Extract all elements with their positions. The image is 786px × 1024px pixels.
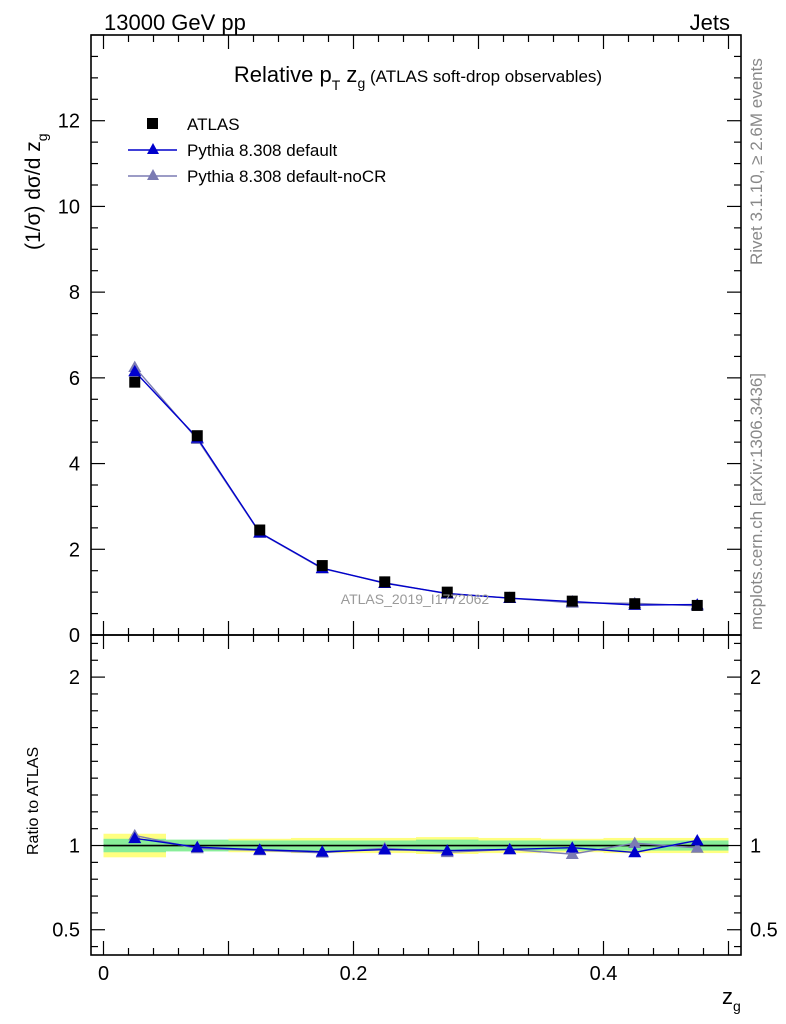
- ratio-series-point: [253, 843, 267, 855]
- main-y-tick-label: 6: [69, 368, 80, 390]
- legend-label-atlas: ATLAS: [187, 115, 240, 134]
- header-energy-label: 13000 GeV pp: [104, 10, 246, 35]
- main-y-tick-label: 4: [69, 454, 80, 476]
- main-series-point: [128, 364, 142, 377]
- ratio-y-tick-label-left: 2: [69, 667, 80, 689]
- main-y-tick-label: 2: [69, 539, 80, 561]
- main-atlas-point: [504, 591, 516, 603]
- main-atlas-point: [254, 524, 266, 536]
- ratio-y-tick-label-right: 1: [750, 836, 761, 858]
- ratio-y-tick-label-left: 0.5: [52, 920, 80, 942]
- ratio-series-point: [190, 840, 204, 853]
- x-axis-label: zg: [722, 984, 741, 1014]
- ratio-series-point: [440, 844, 454, 856]
- ratio-data-layer: [128, 828, 704, 859]
- ratio-series-point: [565, 847, 579, 859]
- main-atlas-point: [129, 376, 141, 388]
- chart-title: Relative pT zg (ATLAS soft-drop observab…: [234, 62, 602, 93]
- legend: ATLAS Pythia 8.308 default Pythia 8.308 …: [128, 115, 386, 186]
- main-atlas-point: [629, 598, 641, 610]
- ratio-series-line: [134, 837, 698, 854]
- x-tick-label: 0.2: [340, 963, 368, 985]
- ratio-plot-panel: 0 0.2 0.4 0.5 0.5 1 1 2 2: [52, 634, 778, 985]
- main-y-tick-label: 10: [58, 196, 80, 218]
- rivet-version-label: Rivet 3.1.10, ≥ 2.6M events: [747, 58, 766, 265]
- ratio-y-axis-label: Ratio to ATLAS: [25, 747, 42, 855]
- legend-marker-default: [147, 143, 159, 154]
- main-y-tick-label: 8: [69, 282, 80, 304]
- ratio-series-point: [565, 841, 579, 853]
- main-atlas-point: [316, 560, 328, 572]
- main-y-axis-label-text: (1/σ) dσ/d z: [22, 141, 45, 250]
- main-axis-ticks: 0 2 4 6 8 10 12: [58, 34, 741, 647]
- main-data-layer: [128, 360, 704, 611]
- x-tick-label: 0: [98, 963, 109, 985]
- main-y-axis-label-sub: g: [34, 133, 50, 141]
- main-atlas-point: [379, 576, 391, 588]
- x-tick-label: 0.4: [590, 963, 618, 985]
- analysis-id-label: ATLAS_2019_I1772062: [341, 591, 490, 607]
- main-atlas-point: [691, 599, 703, 611]
- legend-marker-atlas: [147, 118, 158, 129]
- x-axis-label-text: z: [722, 984, 733, 1009]
- ratio-series-point: [690, 833, 704, 846]
- chart-title-sub1: T: [332, 77, 341, 93]
- ratio-y-tick-label-right: 0.5: [750, 920, 778, 942]
- chart-title-suffix: (ATLAS soft-drop observables): [365, 67, 602, 86]
- ratio-series-point: [315, 845, 329, 857]
- main-atlas-point: [566, 595, 578, 607]
- main-plot-panel: 0 2 4 6 8 10 12: [58, 34, 742, 647]
- chart-title-mid: z: [340, 62, 357, 87]
- main-y-tick-label: 0: [69, 625, 80, 647]
- main-y-tick-label: 12: [58, 111, 80, 133]
- header-category-label: Jets: [690, 10, 730, 35]
- mcplots-source-label: mcplots.cern.ch [arXiv:1306.3436]: [747, 373, 766, 630]
- main-y-axis-label: (1/σ) dσ/d zg: [22, 133, 50, 250]
- legend-label-default: Pythia 8.308 default: [187, 141, 338, 160]
- legend-marker-nocr: [147, 169, 159, 180]
- ratio-series-point: [690, 841, 704, 853]
- ratio-axis-ticks: 0 0.2 0.4 0.5 0.5 1 1 2 2: [52, 635, 778, 985]
- ratio-y-tick-label-left: 1: [69, 836, 80, 858]
- ratio-series-point: [378, 843, 392, 855]
- ratio-series-point: [628, 845, 642, 858]
- chart-title-sub2: g: [357, 75, 365, 91]
- x-axis-label-sub: g: [733, 998, 741, 1014]
- ratio-plot-frame: [90, 634, 742, 956]
- chart-title-prefix: Relative p: [234, 62, 332, 87]
- ratio-series-point: [628, 836, 642, 849]
- legend-label-nocr: Pythia 8.308 default-noCR: [187, 167, 386, 186]
- main-series-line: [134, 370, 698, 606]
- ratio-y-tick-label-right: 2: [750, 667, 761, 689]
- ratio-series-point: [128, 831, 142, 844]
- ratio-series-point: [503, 842, 517, 855]
- main-series-line: [134, 366, 698, 607]
- main-atlas-point: [441, 586, 453, 598]
- main-atlas-point: [191, 430, 203, 442]
